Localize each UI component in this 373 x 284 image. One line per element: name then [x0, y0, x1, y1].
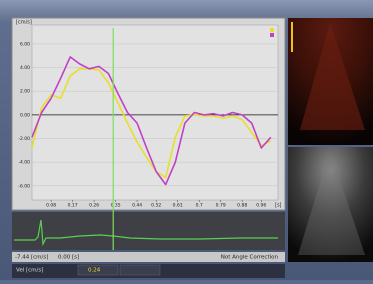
status-time: 0.00 [s]	[58, 255, 79, 261]
y-tick-label: -2.00	[18, 136, 30, 142]
plot-area	[32, 25, 278, 200]
readout-value: 0.24	[88, 268, 101, 274]
y-tick-label: -6.00	[18, 183, 30, 189]
status-value: -7.44 [cm/s]	[15, 255, 48, 261]
x-tick-label: 0.79	[216, 203, 226, 209]
x-tick-label: 0.17	[68, 203, 78, 209]
readout-label: Vel [cm/s]	[16, 268, 43, 274]
status-mode: Not Angle Correction	[221, 255, 279, 261]
y-axis-label: [cm/s]	[16, 20, 32, 26]
y-tick-label: 4.00	[20, 65, 30, 71]
x-tick-label: 0.35	[111, 203, 121, 209]
y-tick-label: 2.00	[20, 89, 30, 95]
x-axis-label: [s]	[275, 203, 282, 209]
legend-swatch	[270, 28, 274, 32]
readout-box	[120, 265, 160, 275]
y-tick-label: 6.00	[20, 41, 30, 47]
x-tick-label: 0.61	[173, 203, 183, 209]
x-tick-label: 0.88	[237, 203, 247, 209]
y-tick-label: 0.00	[20, 112, 30, 118]
x-tick-label: 0.08	[46, 203, 56, 209]
x-tick-label: 0.52	[151, 203, 161, 209]
y-tick-label: -4.00	[18, 160, 30, 166]
ecg-strip	[12, 212, 285, 250]
legend-swatch	[270, 33, 274, 37]
x-tick-label: 0.26	[89, 203, 99, 209]
x-tick-label: 0.96	[256, 203, 266, 209]
x-tick-label: 0.44	[132, 203, 142, 209]
screen: -7.44 [cm/s] 0.00 [s] Not Angle Correcti…	[0, 0, 373, 280]
color-scale	[291, 22, 293, 52]
x-tick-label: 0.7	[196, 203, 203, 209]
